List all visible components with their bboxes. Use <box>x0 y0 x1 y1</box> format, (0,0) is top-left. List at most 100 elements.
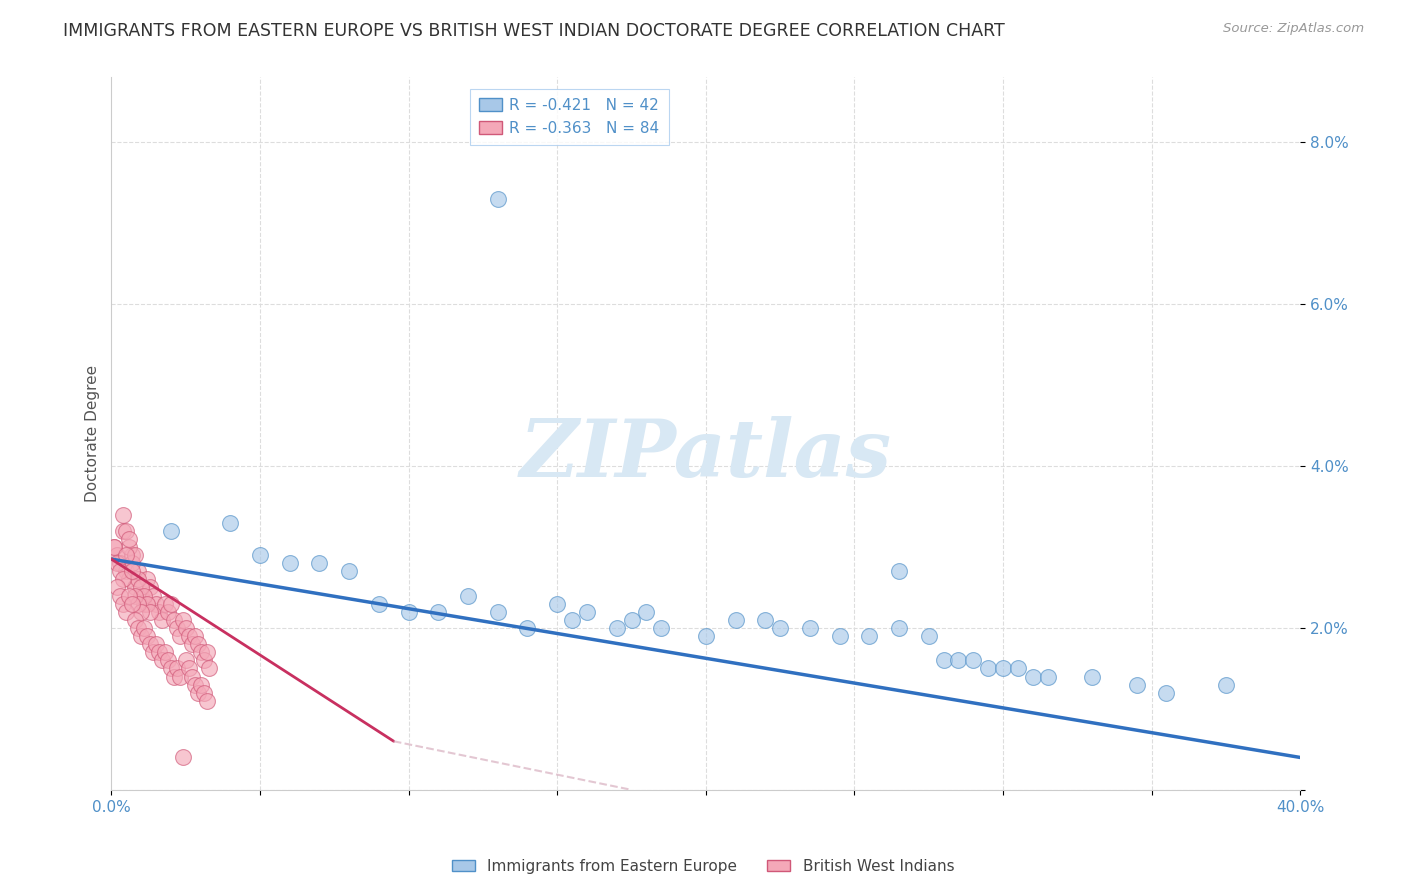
Point <box>177 661 200 675</box>
Point <box>115 605 138 619</box>
Point <box>129 629 152 643</box>
Point <box>153 597 176 611</box>
Point <box>139 637 162 651</box>
Point <box>398 605 420 619</box>
Point <box>187 686 209 700</box>
Point <box>486 192 509 206</box>
Point <box>219 516 242 530</box>
Point <box>132 621 155 635</box>
Point <box>278 556 301 570</box>
Point <box>195 645 218 659</box>
Point <box>112 508 135 522</box>
Point <box>166 661 188 675</box>
Point <box>169 629 191 643</box>
Point <box>606 621 628 635</box>
Point <box>1022 669 1045 683</box>
Point <box>887 564 910 578</box>
Point <box>828 629 851 643</box>
Point <box>198 661 221 675</box>
Text: IMMIGRANTS FROM EASTERN EUROPE VS BRITISH WEST INDIAN DOCTORATE DEGREE CORRELATI: IMMIGRANTS FROM EASTERN EUROPE VS BRITIS… <box>63 22 1005 40</box>
Point <box>1081 669 1104 683</box>
Point <box>180 637 202 651</box>
Point <box>127 597 149 611</box>
Point <box>160 661 183 675</box>
Point <box>183 677 205 691</box>
Point <box>977 661 1000 675</box>
Point <box>172 750 194 764</box>
Point <box>110 564 132 578</box>
Point <box>124 581 146 595</box>
Point <box>132 589 155 603</box>
Point <box>139 581 162 595</box>
Point <box>308 556 330 570</box>
Point <box>932 653 955 667</box>
Point <box>129 581 152 595</box>
Point <box>115 548 138 562</box>
Point <box>103 540 125 554</box>
Point <box>118 573 141 587</box>
Point <box>110 556 132 570</box>
Point <box>183 629 205 643</box>
Point <box>112 597 135 611</box>
Point <box>427 605 450 619</box>
Point <box>129 589 152 603</box>
Point <box>177 629 200 643</box>
Point <box>112 524 135 538</box>
Point <box>115 524 138 538</box>
Point <box>129 605 152 619</box>
Point <box>156 605 179 619</box>
Point <box>1036 669 1059 683</box>
Point <box>858 629 880 643</box>
Point <box>172 613 194 627</box>
Point <box>105 556 128 570</box>
Point <box>561 613 583 627</box>
Point <box>115 564 138 578</box>
Point <box>124 548 146 562</box>
Point <box>948 653 970 667</box>
Point <box>1156 686 1178 700</box>
Point <box>132 597 155 611</box>
Legend: Immigrants from Eastern Europe, British West Indians: Immigrants from Eastern Europe, British … <box>446 853 960 880</box>
Point <box>724 613 747 627</box>
Point <box>769 621 792 635</box>
Point <box>153 645 176 659</box>
Point <box>991 661 1014 675</box>
Point <box>516 621 538 635</box>
Point <box>160 524 183 538</box>
Point <box>367 597 389 611</box>
Point <box>139 605 162 619</box>
Point <box>121 597 143 611</box>
Point <box>148 605 170 619</box>
Point <box>1126 677 1149 691</box>
Point <box>174 653 197 667</box>
Point <box>121 564 143 578</box>
Point <box>150 653 173 667</box>
Point <box>174 621 197 635</box>
Point <box>148 645 170 659</box>
Y-axis label: Doctorate Degree: Doctorate Degree <box>86 365 100 502</box>
Text: Source: ZipAtlas.com: Source: ZipAtlas.com <box>1223 22 1364 36</box>
Point <box>695 629 717 643</box>
Point <box>187 637 209 651</box>
Point <box>193 686 215 700</box>
Point <box>124 589 146 603</box>
Point <box>180 669 202 683</box>
Point <box>249 548 271 562</box>
Point <box>650 621 672 635</box>
Point <box>121 548 143 562</box>
Point <box>127 621 149 635</box>
Point <box>160 597 183 611</box>
Point <box>754 613 776 627</box>
Point <box>112 573 135 587</box>
Point <box>962 653 984 667</box>
Point <box>142 645 165 659</box>
Point <box>887 621 910 635</box>
Point <box>127 573 149 587</box>
Point <box>918 629 941 643</box>
Point <box>156 653 179 667</box>
Point <box>105 548 128 562</box>
Point <box>136 629 159 643</box>
Point <box>575 605 598 619</box>
Point <box>1007 661 1029 675</box>
Point <box>486 605 509 619</box>
